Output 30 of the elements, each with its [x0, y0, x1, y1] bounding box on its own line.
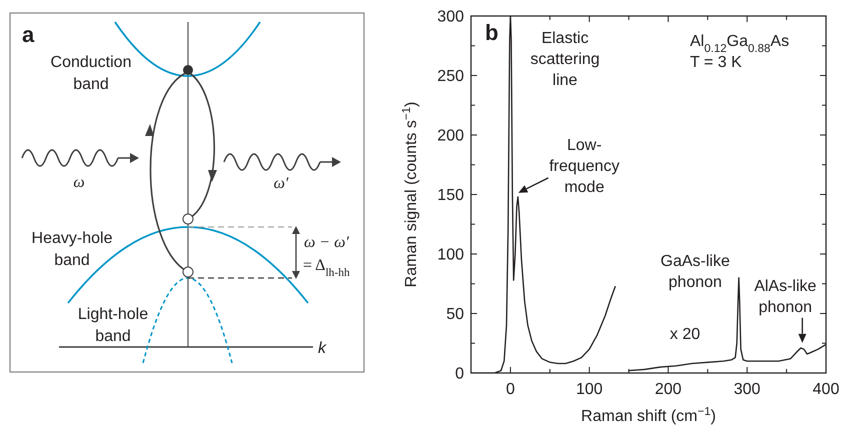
- text: ω: [73, 174, 85, 191]
- annotation: Elastic scattering line: [530, 30, 600, 89]
- text: ω − ω′: [304, 234, 350, 251]
- text: = Δ$_{lh-hh}$: [303, 257, 350, 279]
- y-tick-label: 250: [437, 68, 464, 85]
- y-tick-label: 200: [437, 128, 464, 144]
- text: Light-hole band: [78, 306, 148, 345]
- annotation: x 20: [670, 326, 700, 343]
- annotation: Al$_{0.12}$Ga$_{0.88}$As: [690, 33, 790, 55]
- annotation: AlAs-like phonon: [754, 278, 817, 316]
- x-tick-label: 300: [734, 381, 761, 398]
- annotation: T = 3 K: [690, 54, 742, 71]
- y-tick-label: 100: [437, 246, 464, 264]
- text: ω′: [274, 175, 289, 192]
- text: k: [318, 340, 327, 357]
- x-tick-label: 100: [576, 381, 603, 398]
- y-tick-label: 150: [437, 187, 464, 204]
- text: Conduction band: [50, 54, 132, 93]
- y-tick-label: 0: [455, 366, 464, 382]
- x-axis-title: Raman shift (cm$^{−1}$): [581, 406, 716, 425]
- annotation: GaAs-like phonon: [660, 252, 730, 291]
- x-tick-label: 400: [812, 381, 840, 398]
- text: a: [22, 22, 35, 47]
- annotation: Low- frequency mode: [549, 136, 620, 196]
- x-tick-label: 0: [506, 381, 515, 398]
- x-tick-label: 200: [654, 381, 682, 398]
- y-tick-label: 50: [446, 306, 464, 323]
- text: Heavy-hole band: [32, 230, 113, 269]
- chart-title: b: [485, 20, 498, 45]
- y-tick-label: 300: [437, 8, 464, 26]
